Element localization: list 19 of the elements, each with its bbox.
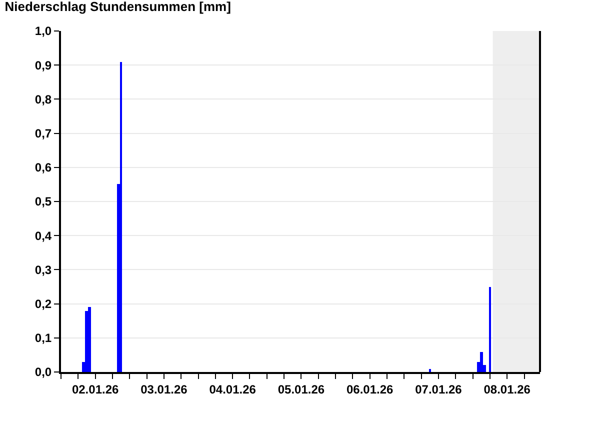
y-tick-label: 0,4 — [34, 228, 52, 243]
y-tick-label: 0,9 — [34, 58, 52, 72]
chart-title: Niederschlag Stundensummen [mm] — [4, 0, 231, 14]
y-tick-label: 1,0 — [34, 24, 52, 38]
y-tick-label: 0,5 — [34, 194, 52, 209]
y-tick-label: 0,0 — [34, 365, 52, 380]
y-tick-label: 0,1 — [34, 331, 52, 346]
y-tick-label: 0,8 — [34, 92, 52, 106]
x-tick-label: 05.01.26 — [278, 382, 325, 396]
y-tick-label: 0,7 — [34, 126, 52, 140]
y-tick-label: 0,6 — [34, 160, 52, 175]
x-tick-label: 06.01.26 — [346, 382, 394, 396]
x-tick-label: 03.01.26 — [140, 382, 188, 396]
y-tick-label: 0,2 — [34, 297, 52, 311]
x-tick-label: 07.01.26 — [415, 382, 462, 396]
y-tick-label: 0,3 — [34, 262, 52, 277]
x-tick-label: 08.01.26 — [484, 382, 531, 396]
x-tick-label: 04.01.26 — [209, 382, 256, 396]
x-tick-label: 02.01.26 — [72, 382, 119, 396]
